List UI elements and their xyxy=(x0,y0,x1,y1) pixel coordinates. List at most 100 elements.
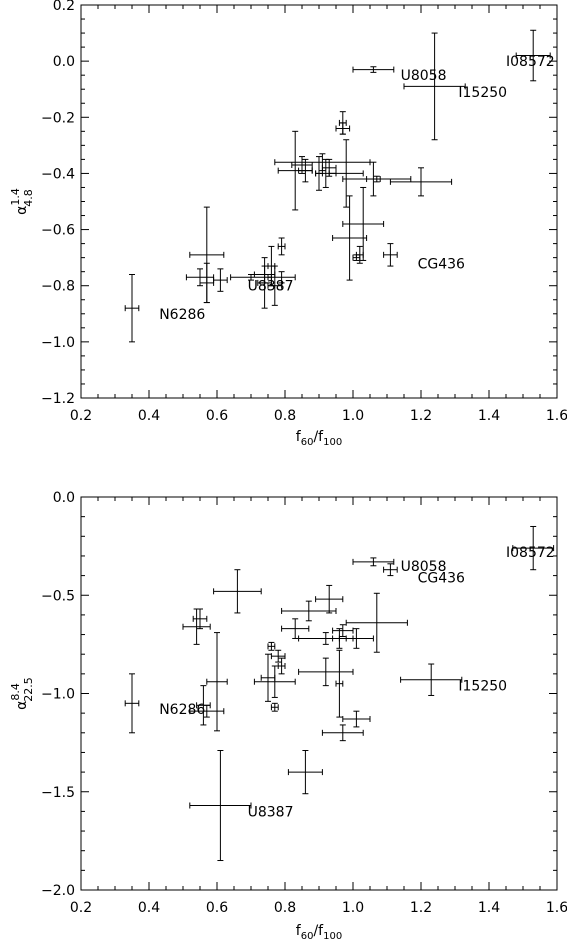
data-point xyxy=(342,186,385,261)
data-point xyxy=(315,156,323,191)
x-tick-label: 0.6 xyxy=(206,408,228,424)
annotation-u8387: U8387 xyxy=(248,279,294,295)
data-point xyxy=(267,641,276,651)
x-tick-label: 1.6 xyxy=(546,408,567,424)
data-point xyxy=(189,749,252,862)
y-tick-label: 0.2 xyxy=(53,0,75,14)
data-point xyxy=(383,243,398,267)
y-tick-label: −0.5 xyxy=(41,588,75,604)
annotation-i15250: I15250 xyxy=(458,679,507,695)
data-point xyxy=(281,618,310,639)
y-axis-label-sup: 1.4 xyxy=(9,188,22,206)
x-tick-label: 0.8 xyxy=(274,408,296,424)
data-point xyxy=(213,268,228,292)
data-point xyxy=(267,271,296,284)
data-point xyxy=(189,704,225,718)
y-axis-label-sup: 8.4 xyxy=(9,683,22,701)
x-axis-label-sub2: 100 xyxy=(323,931,342,942)
y-axis-label-sub: 4.8 xyxy=(22,189,35,207)
data-point xyxy=(352,254,361,261)
y-tick-label: −0.8 xyxy=(41,279,75,295)
plot-frame xyxy=(80,4,558,399)
data-point xyxy=(253,665,296,698)
y-axis-label: α8.422.5 xyxy=(9,677,35,710)
x-tick-label: 1.6 xyxy=(546,900,567,916)
y-tick-label: −1.2 xyxy=(41,391,75,407)
x-tick-label: 1.2 xyxy=(410,408,432,424)
data-point xyxy=(315,584,344,614)
y-axis-label: α1.44.8 xyxy=(9,188,35,215)
annotation-u8058: U8058 xyxy=(401,68,447,84)
data-point xyxy=(277,237,286,256)
x-tick-label: 1.4 xyxy=(478,408,500,424)
annotation-i15250: I15250 xyxy=(458,85,507,101)
x-axis-label-sub1: 60 xyxy=(301,437,314,448)
y-tick-label: −2.0 xyxy=(41,883,75,899)
annotation-i08572: I08572 xyxy=(506,545,555,561)
data-point xyxy=(213,569,262,614)
annotation-u8387: U8387 xyxy=(248,804,294,820)
data-point xyxy=(352,66,395,73)
data-point xyxy=(383,563,398,577)
data-point xyxy=(257,257,272,309)
data-point xyxy=(260,653,276,702)
y-tick-label: −1.5 xyxy=(41,785,75,801)
y-axis-label-base: α xyxy=(14,701,30,710)
y-tick-label: 0.0 xyxy=(53,54,75,70)
x-tick-label: 0.2 xyxy=(70,408,92,424)
x-tick-label: 1.2 xyxy=(410,900,432,916)
y-axis-label-base: α xyxy=(14,206,30,215)
data-point xyxy=(321,724,364,742)
x-axis-label: f60/f100 xyxy=(296,923,342,942)
data-point xyxy=(332,624,354,638)
data-point xyxy=(338,111,347,135)
data-point xyxy=(270,702,279,712)
data-point xyxy=(400,663,463,696)
data-point xyxy=(389,167,453,197)
y-tick-label: −1.0 xyxy=(41,335,75,351)
data-point xyxy=(206,632,228,732)
data-point xyxy=(328,139,364,208)
data-point xyxy=(332,195,368,281)
data-point xyxy=(124,673,140,734)
y-axis-label-sub: 22.5 xyxy=(22,677,35,702)
data-point xyxy=(512,525,555,571)
x-axis-label-sep: /f xyxy=(313,923,324,939)
data-point xyxy=(267,265,283,306)
data-point xyxy=(298,158,313,183)
data-point xyxy=(321,158,337,177)
x-tick-label: 0.4 xyxy=(138,408,160,424)
x-axis-label-base: f xyxy=(296,923,302,939)
data-point xyxy=(199,262,215,304)
data-point xyxy=(287,749,323,795)
annotation-cg436: CG436 xyxy=(418,256,465,272)
data-point xyxy=(335,649,344,718)
x-tick-label: 0.2 xyxy=(70,900,92,916)
data-point xyxy=(182,608,211,645)
annotation-n6286: N6286 xyxy=(159,702,205,718)
annotation-cg436: CG436 xyxy=(418,571,465,587)
data-point xyxy=(298,657,354,687)
data-point xyxy=(403,32,466,141)
panel-top-alpha-1.4-4.8: 0.2 0.4 0.6 0.8 1.0 1.2 1.4 1.6 −1.2 −1.0 −0.8 −0.6… xyxy=(9,0,567,448)
annotation-n6286: N6286 xyxy=(159,307,205,323)
x-tick-label: 1.0 xyxy=(342,408,364,424)
x-tick-label: 1.0 xyxy=(342,900,364,916)
data-point xyxy=(342,710,371,728)
x-axis-label-base: f xyxy=(296,429,302,445)
x-axis-label-sub2: 100 xyxy=(323,437,342,448)
x-tick-label: 1.4 xyxy=(478,900,500,916)
x-tick-label: 0.6 xyxy=(206,900,228,916)
data-point xyxy=(515,29,551,82)
y-tick-label: −0.4 xyxy=(41,166,75,182)
data-point xyxy=(281,600,337,622)
annotation-i08572: I08572 xyxy=(506,54,555,70)
x-axis-label-sub1: 60 xyxy=(301,931,314,942)
data-point xyxy=(192,608,208,630)
y-tick-label: −1.0 xyxy=(41,687,75,703)
data-point xyxy=(277,657,286,675)
annotation-u8058: U8058 xyxy=(401,559,447,575)
y-tick-label: −0.6 xyxy=(41,223,75,239)
x-axis-label: f60/f100 xyxy=(296,429,342,448)
